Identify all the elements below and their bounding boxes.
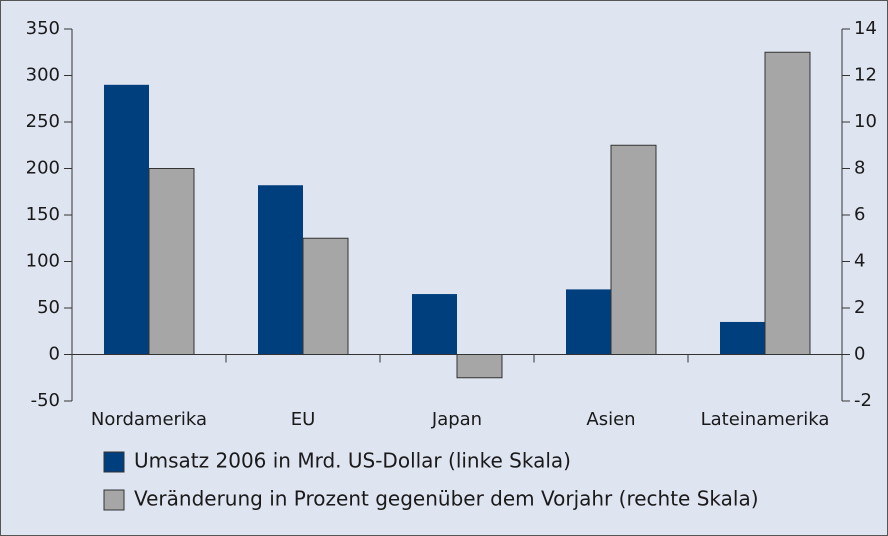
y-tick-label: 250 bbox=[26, 111, 60, 132]
bar bbox=[610, 144, 657, 355]
legend-label: Umsatz 2006 in Mrd. US-Dollar (linke Ska… bbox=[134, 449, 571, 473]
legend-label: Veränderung in Prozent gegenüber dem Vor… bbox=[134, 487, 759, 511]
x-tick-label: Lateinamerika bbox=[701, 409, 830, 430]
x-tick-label: Asien bbox=[586, 409, 635, 430]
y2-tick-label: 12 bbox=[854, 65, 877, 86]
x-tick-label: Japan bbox=[431, 409, 482, 430]
y-tick-label: 350 bbox=[26, 18, 60, 39]
y-tick-label: 150 bbox=[26, 204, 60, 225]
bar bbox=[566, 289, 611, 355]
x-tick-label: EU bbox=[291, 409, 316, 430]
legend-swatch bbox=[103, 489, 125, 511]
bar bbox=[104, 84, 149, 355]
y2-tick-label: 4 bbox=[854, 251, 865, 272]
y2-tick-label: 6 bbox=[854, 204, 865, 225]
bar bbox=[412, 294, 457, 355]
bar bbox=[720, 321, 765, 355]
bar bbox=[258, 185, 303, 355]
y-tick-label: 0 bbox=[49, 344, 60, 365]
y-tick-label: 100 bbox=[26, 251, 60, 272]
legend-swatch bbox=[103, 451, 125, 473]
y-tick-label: 300 bbox=[26, 65, 60, 86]
y2-tick-label: -2 bbox=[854, 390, 872, 411]
bar bbox=[764, 51, 811, 355]
y2-tick-label: 2 bbox=[854, 297, 865, 318]
y2-tick-label: 0 bbox=[854, 344, 865, 365]
y2-tick-label: 8 bbox=[854, 158, 865, 179]
y2-tick-label: 14 bbox=[854, 18, 877, 39]
y-tick-label: 50 bbox=[37, 297, 60, 318]
y-tick-label: 200 bbox=[26, 158, 60, 179]
y-tick-label: -50 bbox=[31, 390, 60, 411]
y2-tick-label: 10 bbox=[854, 111, 877, 132]
bar bbox=[302, 237, 349, 355]
bar bbox=[456, 354, 503, 379]
bar bbox=[148, 168, 195, 355]
x-tick-label: Nordamerika bbox=[91, 409, 207, 430]
